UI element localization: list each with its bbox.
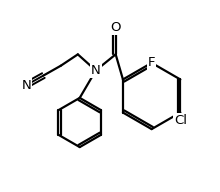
Text: F: F	[148, 56, 155, 69]
Text: O: O	[110, 21, 121, 34]
Text: N: N	[22, 79, 31, 92]
Text: N: N	[91, 64, 101, 77]
Text: Cl: Cl	[174, 114, 187, 127]
